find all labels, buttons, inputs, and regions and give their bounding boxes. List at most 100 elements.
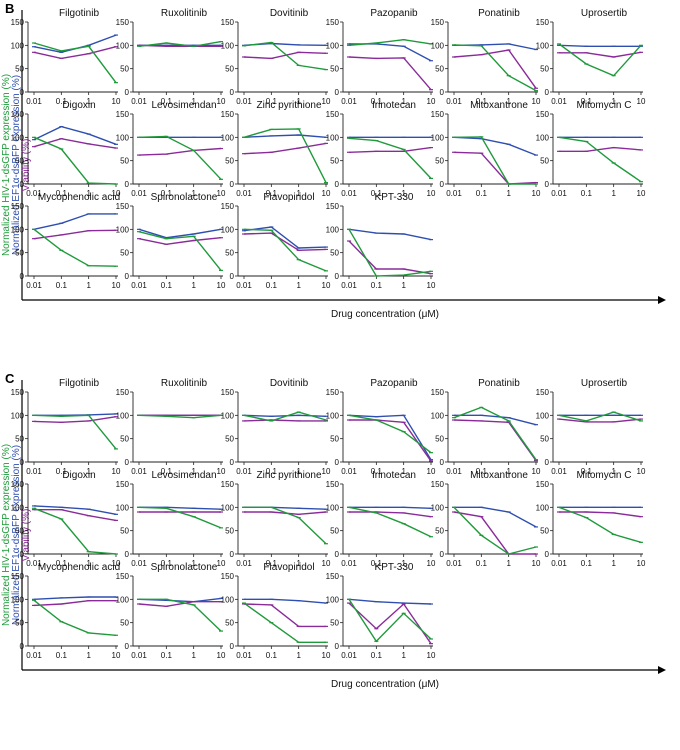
- x-tick-label: 0.01: [131, 559, 147, 568]
- subplot-title: Irinotecan: [372, 100, 416, 111]
- x-tick-label: 1: [86, 97, 91, 106]
- series-line-green: [33, 228, 117, 267]
- x-tick-label: 0.1: [581, 467, 593, 476]
- y-tick-label: 150: [11, 18, 25, 27]
- x-tick-label: 1: [86, 559, 91, 568]
- y-tick-label: 0: [20, 180, 25, 189]
- x-tick-label: 0.01: [236, 97, 252, 106]
- subplot-title: Pazopanib: [370, 8, 418, 19]
- y-tick-label: 100: [116, 133, 130, 142]
- series-line-green: [244, 506, 327, 545]
- y-tick-label: 100: [11, 41, 25, 50]
- series-line-purple: [453, 49, 537, 89]
- x-tick-label: 0.1: [161, 281, 173, 290]
- x-tick-label: 0.01: [131, 467, 147, 476]
- y-tick-label: 50: [15, 435, 24, 444]
- y-tick-label: 100: [326, 595, 340, 604]
- x-tick-label: 10: [427, 467, 436, 476]
- y-tick-label: 0: [20, 88, 25, 97]
- x-tick-label: 10: [322, 651, 331, 660]
- series-line-green: [453, 506, 537, 555]
- subplot-title: Mycophenolic acid: [38, 192, 120, 203]
- series-line-green: [33, 599, 117, 636]
- x-tick-label: 0.01: [236, 189, 252, 198]
- y-tick-label: 100: [431, 411, 445, 420]
- series-line-green: [558, 411, 642, 422]
- series-line-purple: [559, 51, 642, 58]
- subplot: Filgotinib 0 50 100 150 0.01 0.1 1 10: [11, 8, 121, 106]
- x-tick-label: 0.1: [161, 189, 173, 198]
- y-tick-label: 150: [536, 388, 550, 397]
- subplot: Pazopanib 0 50 100 150 0.01 0.1 1 10: [326, 378, 436, 476]
- y-tick-label: 150: [11, 572, 25, 581]
- x-tick-label: 0.01: [341, 189, 357, 198]
- y-tick-label: 0: [440, 458, 445, 467]
- subplot: Pazopanib 0 50 100 150 0.01 0.1 1 10: [326, 8, 436, 106]
- y-tick-label: 150: [431, 18, 445, 27]
- series-line-purple: [243, 232, 327, 252]
- y-tick-label: 50: [330, 157, 339, 166]
- series-line-green: [348, 137, 432, 179]
- x-tick-label: 0.1: [161, 559, 173, 568]
- series-line-green: [453, 406, 537, 461]
- x-tick-label: 0.1: [56, 559, 68, 568]
- series-line-green: [348, 228, 432, 277]
- y-tick-label: 50: [120, 619, 129, 628]
- y-tick-label: 50: [435, 65, 444, 74]
- x-tick-label: 1: [401, 651, 406, 660]
- y-tick-label: 150: [11, 388, 25, 397]
- x-tick-label: 1: [401, 559, 406, 568]
- x-tick-label: 10: [217, 559, 226, 568]
- y-tick-label: 150: [431, 110, 445, 119]
- series-line-purple: [348, 56, 432, 91]
- y-tick-label: 0: [335, 458, 340, 467]
- subplot-title: Digoxin: [62, 100, 95, 111]
- subplot-title: Dovitinib: [270, 8, 309, 19]
- y-tick-label: 50: [120, 527, 129, 536]
- x-tick-label: 10: [427, 559, 436, 568]
- x-tick-label: 1: [296, 559, 301, 568]
- series-line-blue: [244, 598, 327, 604]
- y-tick-label: 0: [230, 272, 235, 281]
- y-tick-label: 150: [326, 480, 340, 489]
- subplot-title: Mitoxantrone: [470, 470, 528, 481]
- y-axis-label-green: Normalized HIV-1-dsGFP expression (%): [1, 444, 12, 626]
- subplot: Ruxolitinib 0 50 100 150 0.01 0.1 1 10: [116, 378, 226, 476]
- series-line-blue: [454, 414, 537, 426]
- y-tick-label: 0: [335, 88, 340, 97]
- series-line-purple: [453, 151, 537, 185]
- subplot-title: Levosimendan: [151, 100, 216, 111]
- x-tick-label: 1: [506, 559, 511, 568]
- series-line-green: [139, 598, 222, 632]
- x-tick-label: 1: [401, 97, 406, 106]
- subplot-title: Flavopiridol: [263, 192, 314, 203]
- y-axis-label-blue: Normalized EF1α-dsBFP expression (%): [11, 75, 22, 255]
- x-tick-label: 0.01: [341, 559, 357, 568]
- series-line-green: [348, 506, 432, 538]
- x-tick-label: 1: [191, 467, 196, 476]
- y-tick-label: 0: [125, 550, 130, 559]
- x-tick-label: 0.1: [266, 467, 278, 476]
- x-axis-label: Drug concentration (μM): [331, 679, 439, 690]
- y-tick-label: 150: [116, 110, 130, 119]
- y-axis-label-blue: Normalized EF1α-dsBFP expression (%): [11, 445, 22, 625]
- panel-c: C Drug concentration (μM) Normalized HIV-1…: [1, 371, 666, 690]
- x-axis-label: Drug concentration (μM): [331, 309, 439, 320]
- y-tick-label: 150: [326, 18, 340, 27]
- y-tick-label: 0: [440, 180, 445, 189]
- x-tick-label: 0.01: [26, 467, 42, 476]
- x-tick-label: 0.1: [371, 189, 383, 198]
- series-line-green: [33, 136, 117, 185]
- y-tick-label: 50: [540, 157, 549, 166]
- y-tick-label: 50: [15, 619, 24, 628]
- x-tick-label: 0.1: [266, 559, 278, 568]
- series-line-green: [348, 38, 432, 46]
